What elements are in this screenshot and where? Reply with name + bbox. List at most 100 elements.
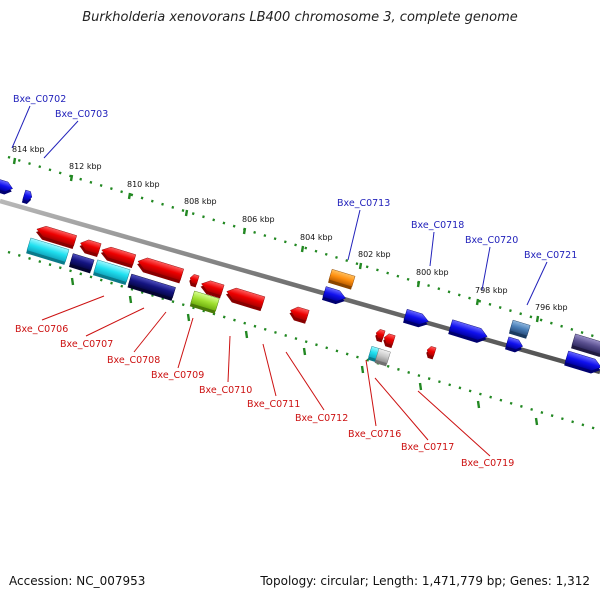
red-gene[interactable] (224, 286, 266, 312)
gene-body (101, 246, 137, 266)
tick-label: 814 kbp (12, 145, 45, 154)
gene-label-forward[interactable]: Bxe_C0720 (465, 235, 518, 246)
tick-mark (534, 417, 539, 426)
gene-label-reverse[interactable]: Bxe_C0711 (247, 399, 300, 410)
gene-label-forward[interactable]: Bxe_C0721 (524, 250, 577, 261)
red-gene[interactable] (374, 329, 386, 343)
gene-label-reverse[interactable]: Bxe_C0716 (348, 429, 401, 440)
label-connector (41, 295, 105, 321)
gene-body (564, 350, 600, 371)
label-connector (227, 335, 231, 383)
gene-label-reverse[interactable]: Bxe_C0709 (151, 370, 204, 381)
gene-label-reverse[interactable]: Bxe_C0707 (60, 339, 113, 350)
gene-body (290, 306, 310, 322)
lime-gene[interactable] (189, 290, 220, 314)
tick-label: 798 kbp (475, 286, 508, 295)
cyan-gene[interactable] (26, 237, 70, 265)
label-connector (43, 120, 79, 159)
blue-gene[interactable] (448, 319, 489, 345)
gene-body (26, 237, 70, 263)
red-gene[interactable] (288, 305, 310, 324)
tick-mark (475, 298, 480, 306)
gene-label-forward[interactable]: Bxe_C0703 (55, 109, 108, 120)
blue-gene[interactable] (403, 308, 430, 329)
gene-label-reverse[interactable]: Bxe_C0710 (199, 385, 252, 396)
gene-body (383, 333, 396, 346)
gene-body (375, 329, 386, 340)
tick-label: 796 kbp (535, 303, 568, 312)
gene-body (80, 239, 102, 255)
red-gene[interactable] (382, 333, 396, 349)
tick-label: 802 kbp (358, 250, 391, 259)
gene-body (403, 308, 429, 325)
label-connectors (11, 105, 548, 457)
label-connector (85, 307, 145, 337)
label-connector (481, 246, 491, 291)
gene-body (226, 287, 266, 309)
gene-label-forward[interactable]: Bxe_C0702 (13, 94, 66, 105)
tick-mark (186, 313, 191, 322)
red-gene[interactable] (188, 274, 200, 288)
blue-gene[interactable] (505, 336, 524, 354)
gene-body (128, 273, 176, 299)
gene-label-reverse[interactable]: Bxe_C0712 (295, 413, 348, 424)
blue-gene[interactable] (564, 350, 600, 376)
tick-mark (418, 382, 423, 391)
gene-body (190, 290, 220, 312)
label-connector (365, 359, 377, 427)
tick-mark (535, 315, 540, 323)
gene-label-reverse[interactable]: Bxe_C0708 (107, 355, 160, 366)
orange-gene[interactable] (328, 268, 356, 290)
red-gene[interactable] (199, 279, 225, 299)
red-gene[interactable] (425, 346, 437, 360)
tick-mark (358, 262, 363, 270)
red-gene[interactable] (99, 245, 137, 269)
tick-label: 804 kbp (300, 233, 333, 242)
gene-body (0, 178, 13, 192)
blue-gene[interactable] (21, 189, 33, 205)
blue-gene[interactable] (0, 178, 14, 197)
tick-mark (244, 330, 249, 339)
tick-mark (127, 192, 132, 200)
tick-mark (242, 227, 247, 235)
gene-label-reverse[interactable]: Bxe_C0719 (461, 458, 514, 469)
label-connector (347, 209, 361, 261)
gene-label-forward[interactable]: Bxe_C0713 (337, 198, 390, 209)
steelblue-gene[interactable] (508, 319, 531, 339)
gene-body (448, 319, 488, 341)
slate-gene[interactable] (571, 333, 600, 357)
gene-body (509, 319, 531, 337)
tick-mark (476, 400, 481, 409)
grey-gene[interactable] (374, 348, 391, 367)
tick-mark (184, 209, 189, 217)
gene-body (328, 268, 356, 288)
label-connector (133, 311, 167, 353)
gene-labels: Bxe_C0702Bxe_C0703Bxe_C0713Bxe_C0718Bxe_… (13, 94, 577, 469)
gene-body (426, 346, 437, 357)
gene-body (22, 189, 33, 202)
gene-label-reverse[interactable]: Bxe_C0717 (401, 442, 454, 453)
tick-mark (12, 157, 17, 165)
red-gene[interactable] (34, 224, 77, 249)
tick-label: 806 kbp (242, 215, 275, 224)
label-connector (177, 317, 194, 369)
gene-body (69, 253, 95, 271)
red-gene[interactable] (78, 238, 102, 258)
gene-label-reverse[interactable]: Bxe_C0706 (15, 324, 68, 335)
tick-mark (70, 277, 75, 286)
tick-label: 810 kbp (127, 180, 160, 189)
label-connector (429, 231, 435, 267)
navy-gene[interactable] (68, 253, 95, 274)
gene-body (505, 336, 523, 350)
tick-label: 800 kbp (416, 268, 449, 277)
blue-gene[interactable] (321, 286, 347, 307)
red-gene[interactable] (135, 256, 184, 284)
navy-gene[interactable] (127, 273, 176, 301)
label-connector (526, 261, 548, 306)
accession-text: Accession: NC_007953 (9, 574, 146, 588)
tick-mark (128, 295, 133, 304)
lower-dotted-track (7, 250, 600, 432)
cyan-gene[interactable] (92, 259, 131, 286)
gene-label-forward[interactable]: Bxe_C0718 (411, 220, 464, 231)
